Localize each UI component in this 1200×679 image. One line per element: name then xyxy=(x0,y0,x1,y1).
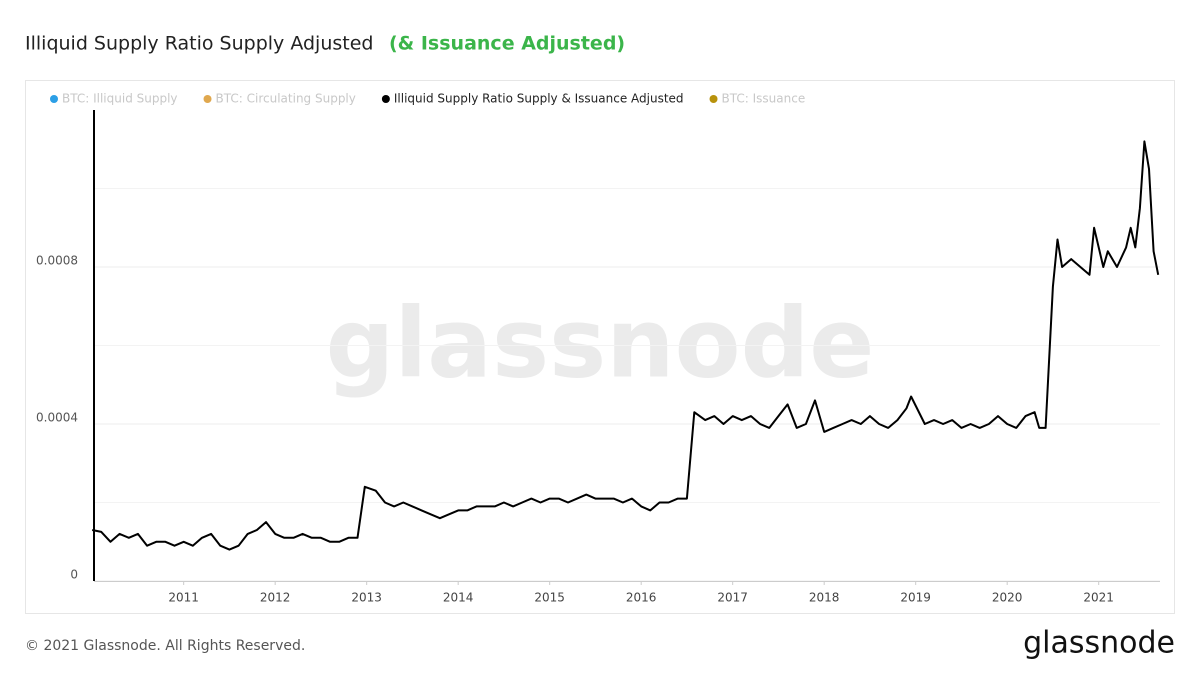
x-tick-label: 2011 xyxy=(168,591,199,605)
legend-marker xyxy=(381,95,390,103)
watermark: glassnode xyxy=(326,287,875,399)
x-tick-label: 2018 xyxy=(809,591,840,605)
data-line xyxy=(91,140,1160,551)
x-tick-label: 2021 xyxy=(1083,591,1114,605)
x-tick-label: 2012 xyxy=(260,591,291,605)
x-tick-label: 2014 xyxy=(443,591,474,605)
footer: © 2021 Glassnode. All Rights Reserved. xyxy=(25,638,305,654)
chart-subtitle: (& Issuance Adjusted) xyxy=(389,33,625,55)
chart-title: Illiquid Supply Ratio Supply Adjusted xyxy=(25,33,373,55)
x-tick-label: 2015 xyxy=(534,591,565,605)
legend-label: BTC: Illiquid Supply xyxy=(62,92,178,106)
x-tick-label: 2019 xyxy=(900,591,931,605)
logo: glassnode xyxy=(1023,626,1175,661)
y-tick-label: 0.0008 xyxy=(36,254,78,268)
legend-label: BTC: Issuance xyxy=(722,92,806,106)
legend-label: Illiquid Supply Ratio Supply & Issuance … xyxy=(394,92,684,106)
x-tick-label: 2013 xyxy=(351,591,382,605)
legend-marker xyxy=(709,95,718,103)
legend: BTC: Illiquid Supply BTC: Circulating Sup… xyxy=(50,92,805,106)
legend-marker xyxy=(203,95,212,103)
x-tick-label: 2020 xyxy=(992,591,1023,605)
x-tick-label: 2016 xyxy=(626,591,657,605)
legend-label: BTC: Circulating Supply xyxy=(216,92,356,106)
chart-frame xyxy=(25,80,1175,614)
x-tick-label: 2017 xyxy=(717,591,748,605)
legend-marker xyxy=(50,95,58,103)
y-tick-label: 0 xyxy=(70,568,78,582)
y-tick-label: 0.0004 xyxy=(36,411,78,425)
